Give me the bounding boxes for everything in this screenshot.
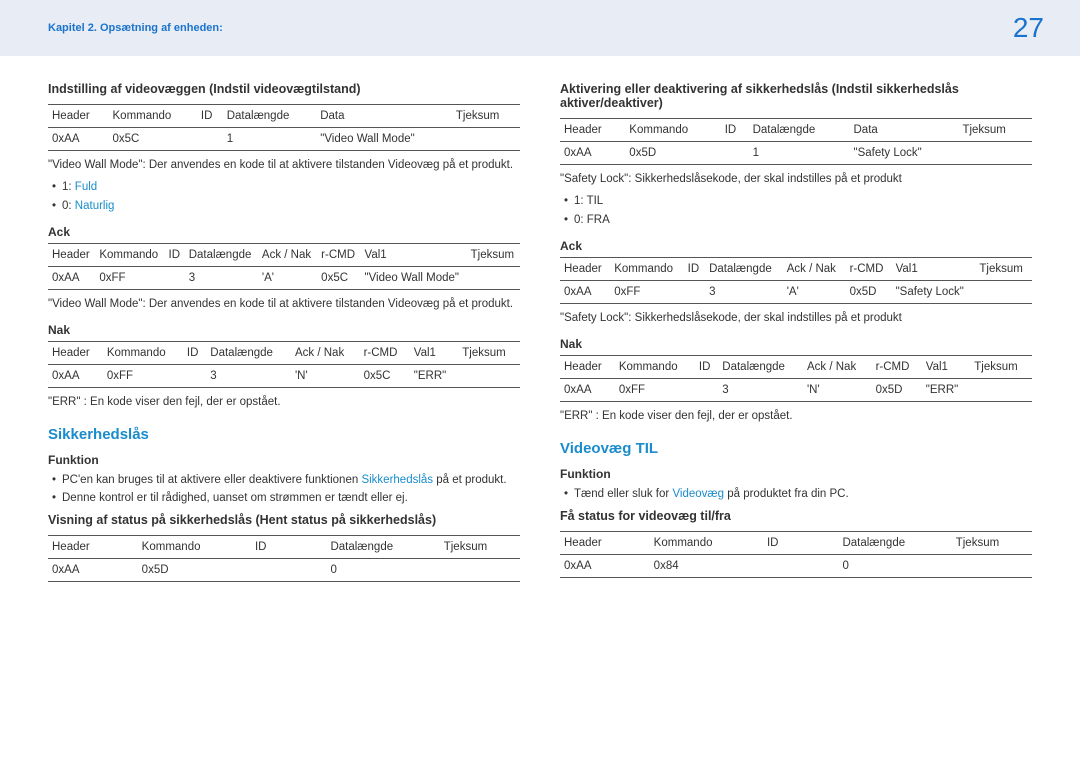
right-column: Aktivering eller deaktivering af sikkerh… bbox=[560, 76, 1032, 588]
table-status: HeaderKommandoIDDatalængdeTjeksum 0xAA0x… bbox=[560, 531, 1032, 578]
bullet-list: Tænd eller sluk for Videovæg på produkte… bbox=[560, 485, 1032, 503]
bullet-list: 1: Fuld 0: Naturlig bbox=[48, 178, 520, 215]
note: "Video Wall Mode": Der anvendes en kode … bbox=[48, 157, 520, 174]
bullet-list: 1: TIL 0: FRA bbox=[560, 192, 1032, 229]
table-ack: HeaderKommandoIDDatalængdeAck / Nakr-CMD… bbox=[48, 243, 520, 290]
table-nak: HeaderKommandoIDDatalængdeAck / Nakr-CMD… bbox=[560, 355, 1032, 402]
note: "ERR" : En kode viser den fejl, der er o… bbox=[560, 408, 1032, 425]
list-item: PC'en kan bruges til at aktivere eller d… bbox=[48, 471, 520, 489]
section-title: Få status for videovæg til/fra bbox=[560, 509, 1032, 523]
page-header: Kapitel 2. Opsætning af enheden: 27 bbox=[0, 0, 1080, 56]
link[interactable]: Videovæg bbox=[672, 488, 724, 500]
table-nak: HeaderKommandoIDDatalængdeAck / Nakr-CMD… bbox=[48, 341, 520, 388]
list-item: 1: Fuld bbox=[48, 178, 520, 196]
left-column: Indstilling af videovæggen (Indstil vide… bbox=[48, 76, 520, 588]
note: "Safety Lock": Sikkerhedslåsekode, der s… bbox=[560, 171, 1032, 188]
list-item: Tænd eller sluk for Videovæg på produkte… bbox=[560, 485, 1032, 503]
section-title: Indstilling af videovæggen (Indstil vide… bbox=[48, 82, 520, 96]
link[interactable]: Naturlig bbox=[75, 200, 115, 212]
section-title: Aktivering eller deaktivering af sikkerh… bbox=[560, 82, 1032, 110]
function-heading: Funktion bbox=[560, 467, 1032, 481]
list-item: 1: TIL bbox=[560, 192, 1032, 210]
nak-heading: Nak bbox=[560, 337, 1032, 351]
ack-heading: Ack bbox=[560, 239, 1032, 253]
page-number: 27 bbox=[1013, 12, 1044, 44]
table-ack: HeaderKommandoIDDatalængdeAck / Nakr-CMD… bbox=[560, 257, 1032, 304]
link[interactable]: Sikkerhedslås bbox=[361, 474, 433, 486]
note: "Safety Lock": Sikkerhedslåsekode, der s… bbox=[560, 310, 1032, 327]
list-item: Denne kontrol er til rådighed, uanset om… bbox=[48, 489, 520, 507]
link[interactable]: Fuld bbox=[75, 181, 97, 193]
nak-heading: Nak bbox=[48, 323, 520, 337]
list-item: 0: Naturlig bbox=[48, 197, 520, 215]
table-safety-set: HeaderKommandoIDDatalængdeDataTjeksum 0x… bbox=[560, 118, 1032, 165]
section-heading: Sikkerhedslås bbox=[48, 426, 520, 443]
function-heading: Funktion bbox=[48, 453, 520, 467]
list-item: 0: FRA bbox=[560, 211, 1032, 229]
note: "ERR" : En kode viser den fejl, der er o… bbox=[48, 394, 520, 411]
ack-heading: Ack bbox=[48, 225, 520, 239]
table-status: HeaderKommandoIDDatalængdeTjeksum 0xAA0x… bbox=[48, 535, 520, 582]
content: Indstilling af videovæggen (Indstil vide… bbox=[0, 56, 1080, 588]
section-title: Visning af status på sikkerhedslås (Hent… bbox=[48, 513, 520, 527]
note: "Video Wall Mode": Der anvendes en kode … bbox=[48, 296, 520, 313]
breadcrumb: Kapitel 2. Opsætning af enheden: bbox=[48, 22, 223, 34]
table-videowall-set: HeaderKommandoIDDatalængdeDataTjeksum 0x… bbox=[48, 104, 520, 151]
section-heading: Videovæg TIL bbox=[560, 440, 1032, 457]
bullet-list: PC'en kan bruges til at aktivere eller d… bbox=[48, 471, 520, 508]
